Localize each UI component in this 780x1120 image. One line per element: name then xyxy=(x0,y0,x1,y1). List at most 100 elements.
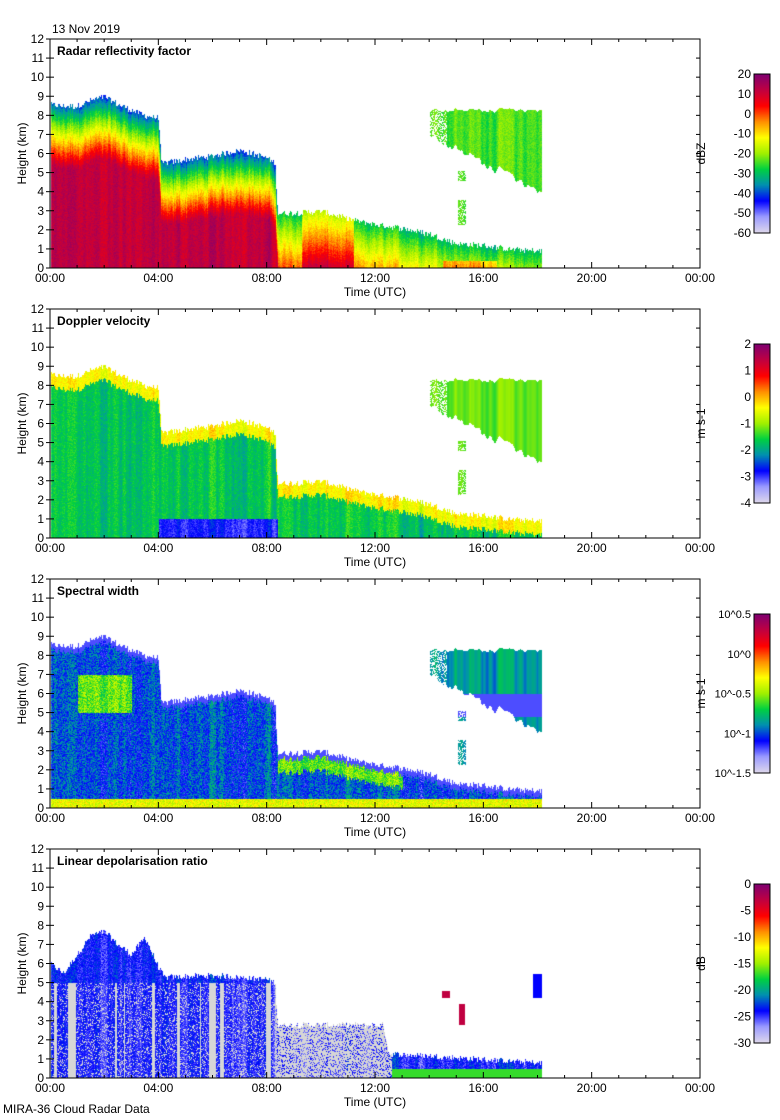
x-tick-label: 08:00 xyxy=(252,541,282,555)
colorbar-tick-label: -3 xyxy=(740,470,751,484)
panel-title: Linear depolarisation ratio xyxy=(57,854,208,868)
x-tick-label: 20:00 xyxy=(577,811,607,825)
colorbar-tick-label: 10^0 xyxy=(727,649,751,661)
x-tick-label: 04:00 xyxy=(143,1081,173,1095)
y-tick-label: 6 xyxy=(37,957,44,971)
x-tick-label: 08:00 xyxy=(252,1081,282,1095)
y-tick-label: 3 xyxy=(37,1014,44,1028)
x-tick-label: 04:00 xyxy=(143,541,173,555)
x-axis-label: Time (UTC) xyxy=(344,1095,406,1109)
colorbar-label: m s-1 xyxy=(694,678,708,708)
colorbar-label: m s-1 xyxy=(694,408,708,438)
colorbar-tick-label: 10^-0.5 xyxy=(715,689,751,701)
y-tick-label: 4 xyxy=(37,185,44,199)
x-axis-label: Time (UTC) xyxy=(344,555,406,569)
source-label: MIRA-36 Cloud Radar Data xyxy=(3,1102,150,1116)
y-tick-label: 2 xyxy=(37,223,44,237)
y-tick-label: 10 xyxy=(31,880,45,894)
x-axis-label: Time (UTC) xyxy=(344,285,406,299)
x-tick-label: 12:00 xyxy=(360,1081,390,1095)
date-label: 13 Nov 2019 xyxy=(52,22,120,36)
y-tick-label: 6 xyxy=(37,147,44,161)
y-tick-label: 7 xyxy=(37,937,44,951)
colorbar-tick-label: 0 xyxy=(744,390,751,404)
colorbar-tick-label: 10^0.5 xyxy=(718,609,751,621)
y-tick-label: 0 xyxy=(37,531,44,545)
colorbar-tick-label: -1 xyxy=(740,417,751,431)
y-tick-label: 0 xyxy=(37,1071,44,1085)
x-tick-label: 16:00 xyxy=(468,1081,498,1095)
y-tick-label: 9 xyxy=(37,899,44,913)
colorbar-tick-label: -4 xyxy=(740,496,751,510)
x-tick-label: 00:00 xyxy=(685,1081,715,1095)
x-tick-label: 12:00 xyxy=(360,811,390,825)
colorbar-tick-label: 2 xyxy=(744,337,751,351)
y-tick-label: 4 xyxy=(37,455,44,469)
y-tick-label: 3 xyxy=(37,204,44,218)
colorbar-tick-label: 0 xyxy=(744,107,751,121)
colorbar-tick-label: -15 xyxy=(734,957,752,971)
colorbar-tick-label: -2 xyxy=(740,443,751,457)
x-tick-label: 20:00 xyxy=(577,271,607,285)
y-tick-label: 5 xyxy=(37,436,44,450)
plot-frame xyxy=(49,578,701,809)
panel-title: Spectral width xyxy=(57,584,139,598)
y-tick-label: 10 xyxy=(31,340,45,354)
x-tick-label: 08:00 xyxy=(252,811,282,825)
colorbar-tick-label: -30 xyxy=(734,1036,752,1050)
x-tick-label: 12:00 xyxy=(360,271,390,285)
y-tick-label: 1 xyxy=(37,782,44,796)
y-axis-label: Height (km) xyxy=(15,122,29,184)
x-tick-label: 00:00 xyxy=(35,811,65,825)
x-tick-label: 20:00 xyxy=(577,541,607,555)
y-tick-label: 5 xyxy=(37,976,44,990)
y-tick-label: 1 xyxy=(37,242,44,256)
x-tick-label: 00:00 xyxy=(685,271,715,285)
plot-frame xyxy=(49,848,701,1079)
x-tick-label: 16:00 xyxy=(468,541,498,555)
colorbar-tick-label: -60 xyxy=(734,226,752,240)
y-tick-label: 9 xyxy=(37,359,44,373)
y-axis-label: Height (km) xyxy=(15,932,29,994)
colorbar-tick-label: 20 xyxy=(738,67,752,81)
colorbar-label: dB xyxy=(694,956,708,971)
colorbar-label: dBZ xyxy=(694,142,708,164)
colorbar-tick-label: -10 xyxy=(734,127,752,141)
colorbar-tick-label: 0 xyxy=(744,877,751,891)
y-tick-label: 11 xyxy=(32,591,45,605)
y-tick-label: 12 xyxy=(31,32,45,46)
y-tick-label: 7 xyxy=(37,667,44,681)
colorbar xyxy=(753,613,771,774)
colorbar xyxy=(753,883,771,1044)
x-tick-label: 00:00 xyxy=(685,541,715,555)
colorbar xyxy=(753,73,771,234)
y-tick-label: 3 xyxy=(37,744,44,758)
colorbar-tick-label: -10 xyxy=(734,930,752,944)
x-tick-label: 00:00 xyxy=(35,271,65,285)
panel-title: Doppler velocity xyxy=(57,314,151,328)
y-tick-label: 7 xyxy=(37,397,44,411)
y-tick-label: 1 xyxy=(37,1052,44,1066)
y-tick-label: 7 xyxy=(37,127,44,141)
y-tick-label: 4 xyxy=(37,995,44,1009)
y-tick-label: 12 xyxy=(31,572,45,586)
y-tick-label: 8 xyxy=(37,378,44,392)
colorbar-tick-label: 1 xyxy=(744,364,751,378)
y-tick-label: 6 xyxy=(37,417,44,431)
x-tick-label: 08:00 xyxy=(252,271,282,285)
y-tick-label: 11 xyxy=(32,51,45,65)
x-tick-label: 04:00 xyxy=(143,271,173,285)
y-tick-label: 10 xyxy=(31,70,45,84)
y-tick-label: 11 xyxy=(32,861,45,875)
colorbar-tick-label: -5 xyxy=(740,904,751,918)
y-tick-label: 12 xyxy=(31,302,45,316)
x-tick-label: 16:00 xyxy=(468,811,498,825)
y-axis-label: Height (km) xyxy=(15,662,29,724)
y-tick-label: 6 xyxy=(37,687,44,701)
colorbar xyxy=(753,343,771,504)
x-tick-label: 04:00 xyxy=(143,811,173,825)
panel-title: Radar reflectivity factor xyxy=(57,44,191,58)
